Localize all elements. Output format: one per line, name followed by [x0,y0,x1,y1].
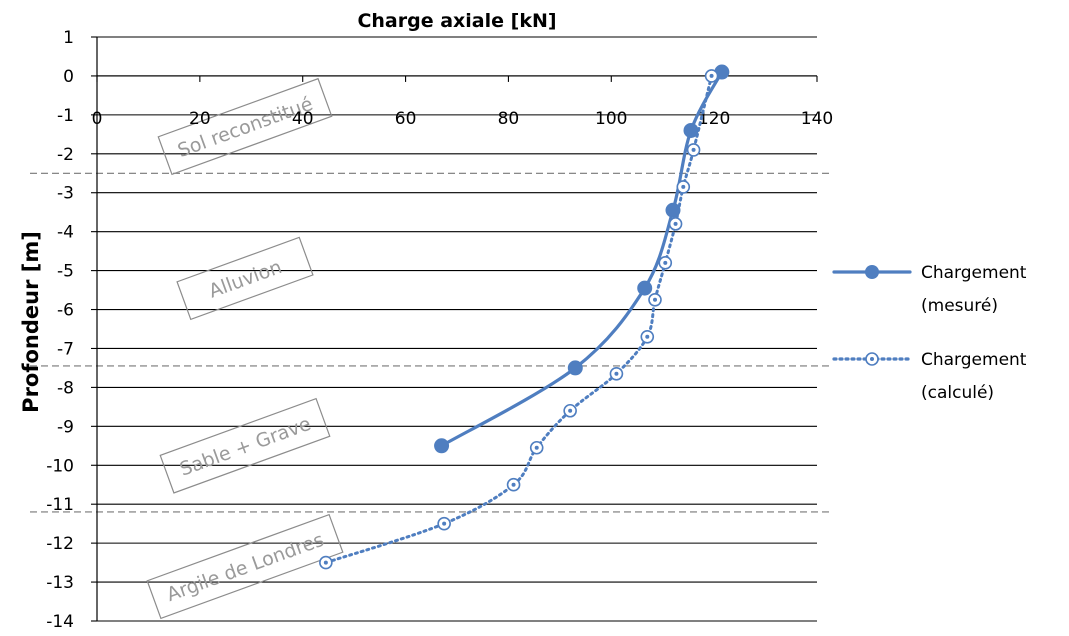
soil-layer-label: Alluvion [176,236,314,321]
data-point-calcule-center [614,371,619,376]
soil-layer-box [176,236,314,321]
data-point-calcule-center [534,445,539,450]
chart-title: Charge axiale [kN] [357,10,556,32]
data-point-mesure [567,360,583,376]
legend-label: (calculé) [921,383,994,403]
x-tick-label: 120 [698,109,730,129]
soil-layer-text: Alluvion [206,256,285,303]
data-point-calcule-center [511,482,516,487]
x-tick-label: 40 [292,109,314,129]
y-tick-label: -6 [57,301,74,321]
legend-label: Chargement [921,350,1027,370]
data-point-calcule-center [681,184,686,189]
series-mesure-line [439,70,724,448]
data-point-calcule-center [663,260,668,265]
legend-swatch-marker-center [870,357,874,361]
x-tick-label: 140 [801,109,833,129]
y-axis-label: Profondeur [m] [19,231,43,413]
legend: Chargement (mesuré) Chargement (calculé) [832,263,1027,403]
data-point-mesure [434,438,450,454]
series [319,64,730,570]
soil-layer-text: Sable + Grave [177,413,314,481]
y-tick-label: -13 [46,573,74,593]
series-calcule-line [324,74,714,565]
x-tick-labels: 0 20 40 60 80 100 120 140 [92,109,834,129]
data-point-calcule-center [568,408,573,413]
y-tick-label: -8 [57,378,74,398]
legend-swatch-marker [865,265,879,279]
soil-layer-label: Argile de Londres [146,513,344,620]
data-point-calcule-center [323,560,328,565]
y-tick-label: -3 [57,184,74,204]
grid [97,36,817,622]
y-tick-label: -11 [46,495,74,515]
data-point-calcule-center [653,297,657,302]
y-tick-label: -10 [46,456,74,476]
layer-boundaries [30,172,833,513]
y-tick-label: 1 [63,28,74,48]
soil-layer-label: Sable + Grave [159,397,331,494]
legend-label: Chargement [921,263,1027,283]
soil-layer-box [157,77,333,176]
data-point-mesure [637,280,653,296]
data-point-mesure [665,202,681,218]
y-tick-label: -7 [57,339,74,359]
y-tick-label: -5 [57,262,74,282]
y-tick-label: -4 [57,223,74,243]
y-tick-label: 0 [63,67,74,87]
x-tick-label: 0 [92,109,103,129]
data-point-calcule-center [442,521,447,526]
y-tick-label: -12 [46,534,74,554]
data-point-calcule-center [691,147,696,152]
y-tick-label: -14 [46,612,74,632]
soil-layer-box [146,513,344,620]
y-tick-label: -2 [57,145,74,165]
y-tick-labels: 1 0 -1 -2 -3 -4 -5 -6 -7 -8 -9 -10 -11 -12 -13 -14 [46,28,74,632]
x-tick-label: 60 [395,109,417,129]
soil-layer-box [159,397,331,494]
y-tick-label: -1 [57,106,74,126]
data-point-calcule-center [645,334,650,339]
data-point-calcule-center [709,73,714,78]
y-tick-label: -9 [57,417,74,437]
legend-label: (mesuré) [921,296,998,316]
x-tick-label: 100 [595,109,627,129]
data-point-calcule-center [673,221,678,226]
x-tick-label: 20 [189,109,211,129]
x-tick-label: 80 [498,109,520,129]
